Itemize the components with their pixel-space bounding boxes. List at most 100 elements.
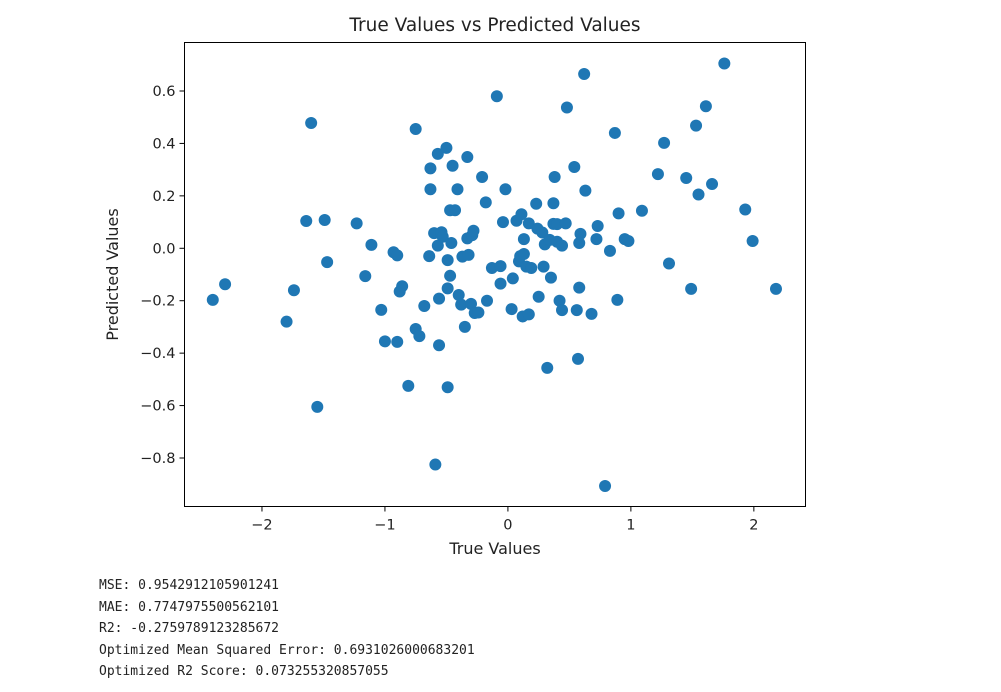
data-point xyxy=(496,216,509,229)
data-point xyxy=(506,272,519,285)
data-point xyxy=(396,280,409,293)
data-point xyxy=(467,224,480,237)
console-output: MSE: 0.9542912105901241 MAE: 0.774797550… xyxy=(99,575,475,683)
data-point xyxy=(494,277,507,290)
y-tick-label: 0.6 xyxy=(152,84,175,100)
y-tick-label: −0.6 xyxy=(140,399,175,415)
data-point xyxy=(424,162,437,175)
data-point xyxy=(573,237,586,250)
data-point xyxy=(536,226,549,239)
data-point xyxy=(206,293,219,306)
data-point xyxy=(591,220,604,233)
data-point xyxy=(436,230,449,243)
data-point xyxy=(537,260,550,273)
data-point xyxy=(590,233,603,246)
r2-line: R2: -0.2759789123285672 xyxy=(99,621,280,636)
data-point xyxy=(739,203,752,216)
data-point xyxy=(548,170,561,183)
data-point xyxy=(680,172,693,185)
data-point xyxy=(699,100,712,113)
data-point xyxy=(608,126,621,139)
scatter-chart: True Values vs Predicted Values −0.8 −0.6… xyxy=(103,15,806,558)
data-point xyxy=(517,233,530,246)
data-point xyxy=(522,308,535,321)
data-point xyxy=(391,249,404,262)
data-point xyxy=(305,116,318,129)
data-point xyxy=(431,239,444,252)
data-point xyxy=(612,207,625,220)
data-point xyxy=(658,136,671,149)
data-point xyxy=(573,281,586,294)
data-point xyxy=(690,119,703,132)
data-point xyxy=(685,282,698,295)
data-point xyxy=(570,304,583,317)
y-tick-label: 0.0 xyxy=(152,241,175,257)
data-point xyxy=(446,159,459,172)
data-point xyxy=(300,215,313,228)
data-point xyxy=(692,188,705,201)
x-tick-label: −2 xyxy=(251,518,272,534)
data-point xyxy=(551,218,564,231)
data-point xyxy=(359,270,372,283)
data-point xyxy=(350,217,363,230)
data-point xyxy=(321,256,334,269)
data-point xyxy=(418,299,431,312)
y-tick-label: 0.2 xyxy=(152,189,175,205)
data-point xyxy=(599,480,612,493)
data-point xyxy=(530,197,543,210)
data-point xyxy=(585,307,598,320)
data-point xyxy=(452,288,465,301)
data-point xyxy=(578,67,591,80)
data-point xyxy=(462,248,475,261)
x-tick-label: −1 xyxy=(374,518,395,534)
data-point xyxy=(441,381,454,394)
y-tick-label: −0.2 xyxy=(140,294,175,310)
optimized-mse-line: Optimized Mean Squared Error: 0.69310260… xyxy=(99,642,475,658)
data-point xyxy=(441,282,454,295)
data-point xyxy=(559,217,572,230)
chart-title: True Values vs Predicted Values xyxy=(348,15,640,36)
data-point xyxy=(556,304,569,317)
data-point xyxy=(449,204,462,217)
data-point xyxy=(413,330,426,343)
data-point xyxy=(378,335,391,348)
optimized-r2-line: Optimized R2 Score: 0.073255320857055 xyxy=(99,664,389,679)
y-tick-label: −0.4 xyxy=(140,346,175,362)
plot-frame xyxy=(184,42,806,507)
data-point xyxy=(433,292,446,305)
data-point xyxy=(568,161,581,174)
data-point xyxy=(402,379,415,392)
data-point xyxy=(365,238,378,251)
data-point xyxy=(611,293,624,306)
x-axis-label: True Values xyxy=(448,539,540,558)
data-point xyxy=(424,183,437,196)
data-point xyxy=(423,250,436,263)
data-point xyxy=(476,170,489,183)
data-point xyxy=(515,208,528,221)
data-point xyxy=(517,248,530,261)
x-tick-label: 2 xyxy=(749,518,758,534)
data-point xyxy=(706,178,719,191)
data-point xyxy=(441,254,454,267)
data-point xyxy=(431,147,444,160)
data-point xyxy=(429,458,442,471)
data-point xyxy=(579,184,592,197)
data-point xyxy=(440,141,453,154)
data-point xyxy=(455,298,468,311)
data-point xyxy=(433,339,446,352)
data-point xyxy=(522,217,535,230)
x-tick-label: 1 xyxy=(626,518,635,534)
data-point xyxy=(663,257,676,270)
data-point xyxy=(572,352,585,365)
data-point xyxy=(444,269,457,282)
data-point xyxy=(746,234,759,247)
data-point xyxy=(490,90,503,103)
data-point xyxy=(318,213,331,226)
data-point xyxy=(622,234,635,247)
data-point xyxy=(481,294,494,307)
y-axis-label: Predicted Values xyxy=(103,208,122,340)
x-axis-ticks: −2 −1 0 1 2 xyxy=(251,506,758,534)
data-point xyxy=(560,101,573,114)
data-point xyxy=(445,237,458,250)
y-axis-ticks: −0.8 −0.6 −0.4 −0.2 0.0 0.2 0.4 0.6 xyxy=(140,84,185,467)
